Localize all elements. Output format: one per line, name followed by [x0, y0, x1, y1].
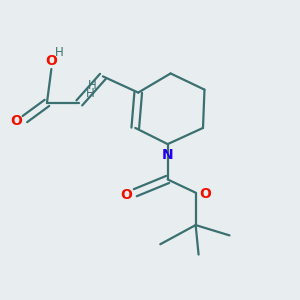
Text: H: H [55, 46, 64, 59]
Text: O: O [11, 114, 22, 128]
Text: H: H [86, 87, 95, 100]
Text: O: O [120, 188, 132, 202]
Text: O: O [45, 54, 57, 68]
Text: O: O [199, 187, 211, 201]
Text: H: H [88, 79, 97, 92]
Text: N: N [162, 148, 173, 162]
